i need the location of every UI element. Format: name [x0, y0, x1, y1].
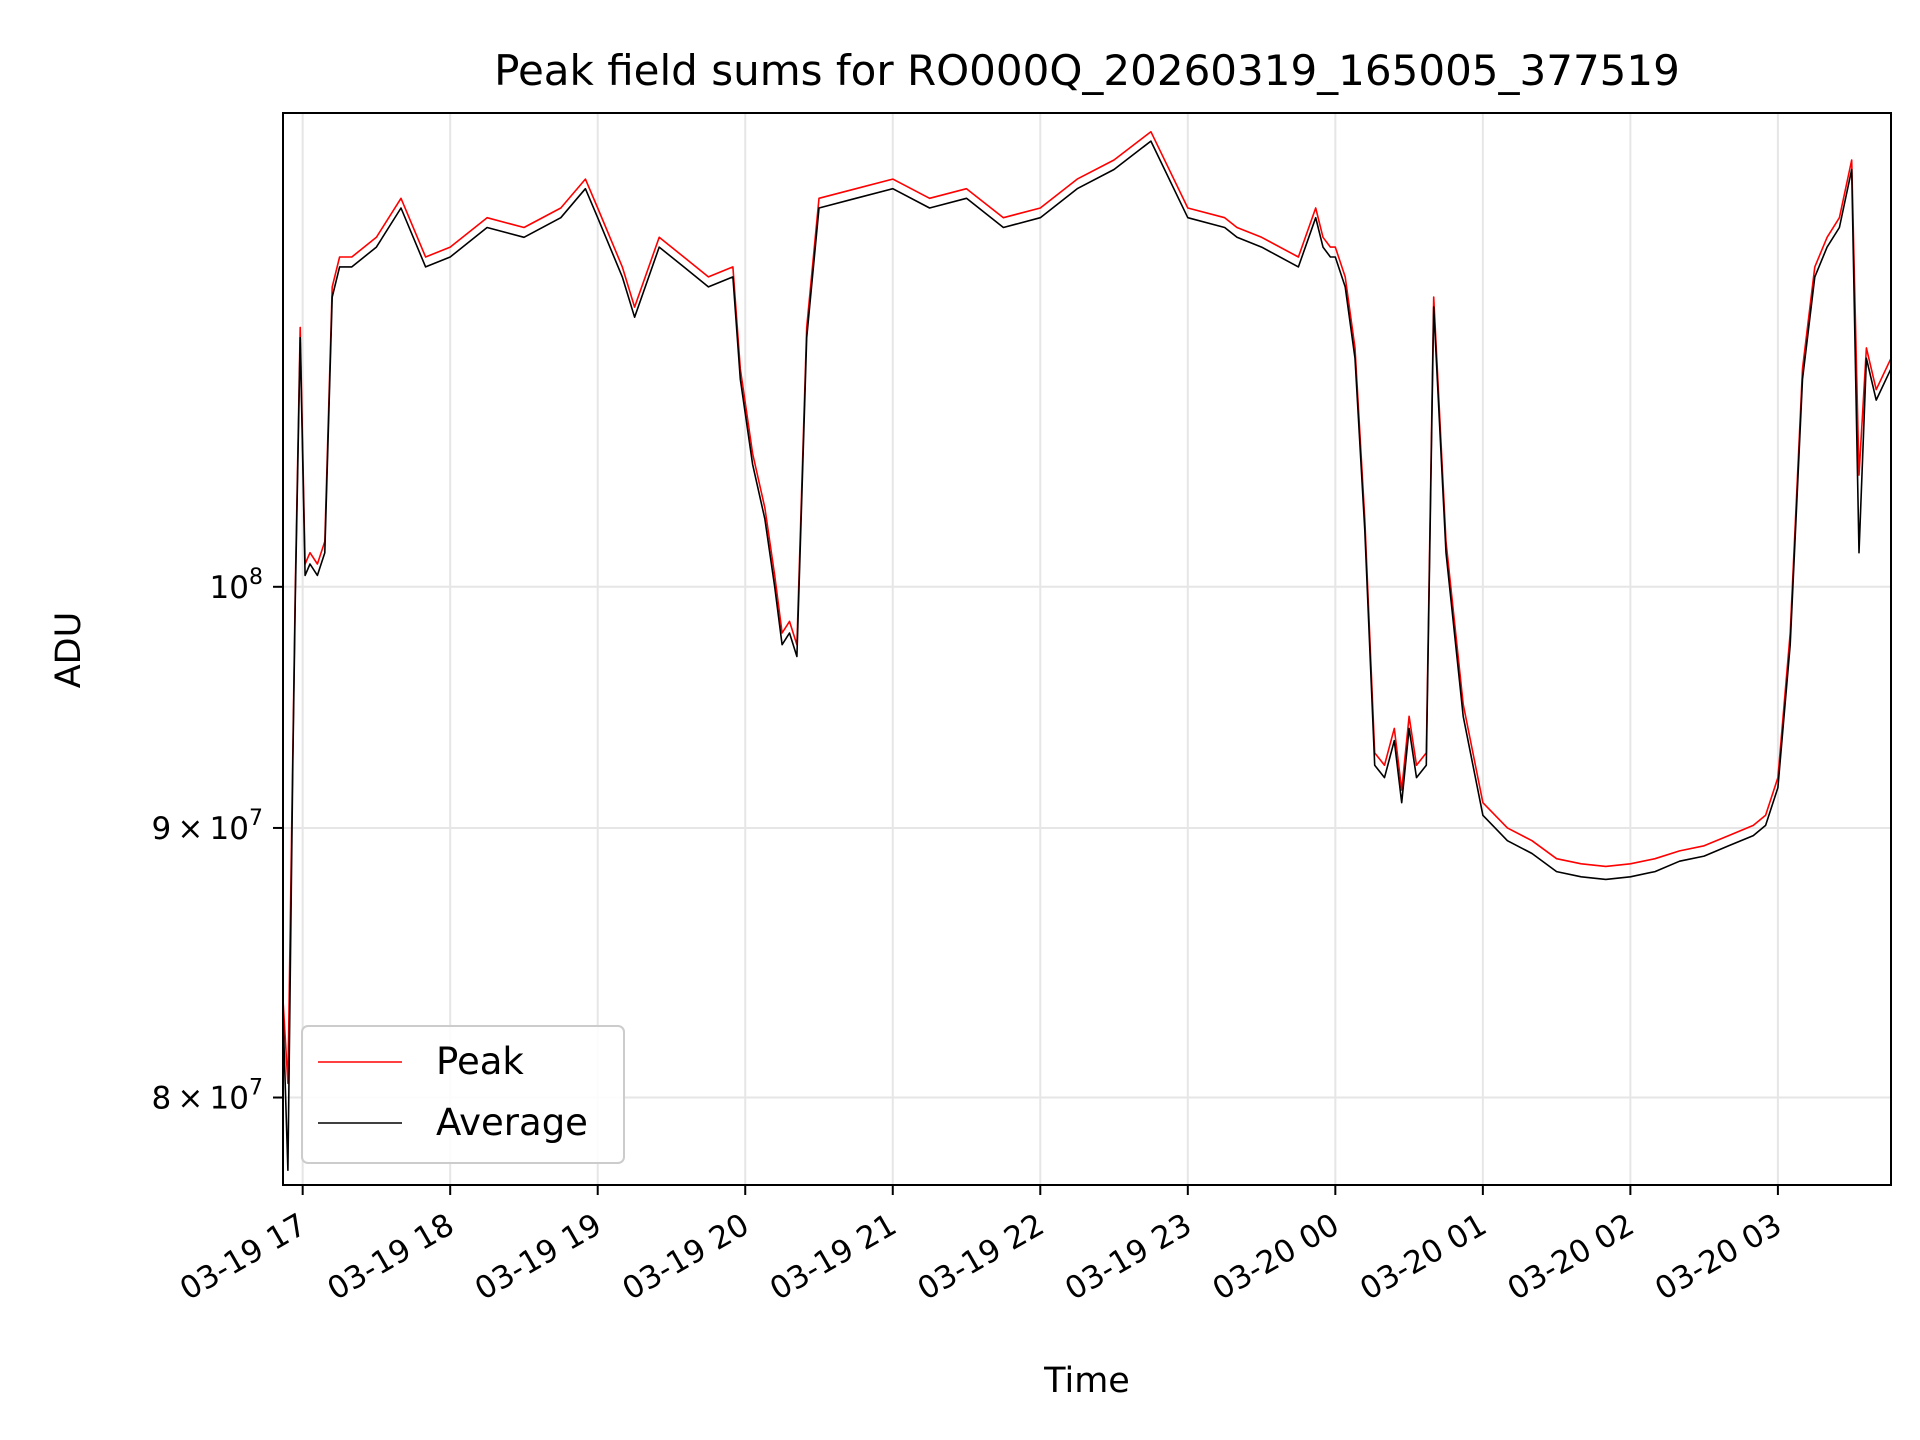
plot-frame	[282, 112, 1892, 1186]
grid-lines	[283, 113, 1891, 1185]
y-axis-ticks: 8 × 107 9 × 107 108	[151, 565, 283, 1117]
legend: Peak Average	[301, 1025, 625, 1164]
legend-box	[301, 1025, 625, 1164]
series-lines	[282, 130, 1892, 1171]
y-tick-label: 108	[210, 565, 263, 606]
y-tick-label: 9 × 107	[151, 806, 263, 847]
series-line-average	[282, 140, 1892, 1171]
legend-peak-label: Peak	[436, 1040, 524, 1083]
x-axis-title: Time	[1043, 1361, 1130, 1401]
legend-average-label: Average	[436, 1101, 588, 1144]
series-line-peak	[282, 130, 1892, 1085]
chart-title: Peak field sums for RO000Q_20260319_1650…	[494, 46, 1680, 95]
y-tick-label: 8 × 107	[151, 1076, 263, 1117]
y-axis-title: ADU	[49, 612, 89, 689]
